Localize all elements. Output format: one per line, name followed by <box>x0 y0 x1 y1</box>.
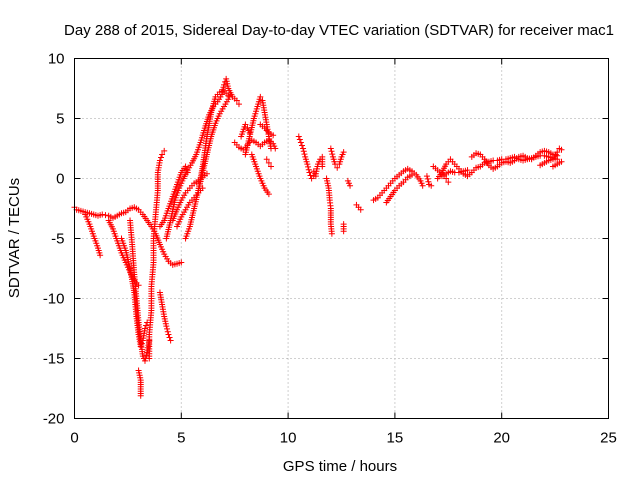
y-tick-label: 10 <box>48 51 65 68</box>
x-tick-label: 10 <box>280 430 297 447</box>
x-tick-label: 0 <box>70 430 78 447</box>
data-point <box>183 166 190 173</box>
data-point <box>419 182 426 189</box>
data-point <box>156 157 163 164</box>
data-point <box>159 151 166 158</box>
data-point <box>305 163 312 170</box>
data-point <box>423 173 430 180</box>
data-point <box>327 145 334 152</box>
x-tick-label: 20 <box>493 430 510 447</box>
data-point <box>312 173 319 180</box>
axis-ticks: 0 5 10 15 20 25 -20 -15 -10 -5 0 5 10 <box>43 51 617 447</box>
data-point <box>141 325 148 332</box>
data-point <box>306 169 313 176</box>
data-point <box>163 323 170 330</box>
data-point <box>554 149 561 156</box>
y-axis-label: SDTVAR / TECUs <box>6 178 23 298</box>
data-point <box>257 93 264 100</box>
y-tick-label: 0 <box>56 171 64 188</box>
data-point <box>340 149 347 156</box>
y-tick-label: -10 <box>43 291 65 308</box>
data-point <box>137 392 144 399</box>
data-point <box>242 121 249 128</box>
x-axis-label: GPS time / hours <box>283 458 397 475</box>
data-point <box>347 182 354 189</box>
data-point <box>158 154 165 161</box>
data-point <box>143 322 150 329</box>
data-point <box>184 169 191 176</box>
data-point <box>298 142 305 149</box>
x-tick-label: 5 <box>177 430 185 447</box>
chart-title: Day 288 of 2015, Sidereal Day-to-day VTE… <box>64 22 614 39</box>
data-point <box>99 211 106 218</box>
data-point <box>301 151 308 158</box>
data-point <box>161 147 168 154</box>
data-point <box>246 129 253 136</box>
data-point <box>300 145 307 152</box>
data-point <box>300 148 307 155</box>
data-point <box>135 282 142 289</box>
data-point <box>328 148 335 155</box>
data-point <box>233 97 240 104</box>
data-point <box>319 163 326 170</box>
data-point <box>265 191 272 198</box>
x-tick-label: 25 <box>600 430 617 447</box>
data-point <box>297 139 304 146</box>
data-point <box>558 146 565 153</box>
data-point <box>268 163 275 170</box>
data-point <box>235 101 242 108</box>
data-point <box>464 167 471 174</box>
data-point <box>164 328 171 335</box>
data-point <box>167 337 174 344</box>
data-point <box>307 172 314 179</box>
data-point <box>102 212 109 219</box>
data-point <box>268 145 275 152</box>
data-point <box>97 252 104 259</box>
y-tick-label: -20 <box>43 411 65 428</box>
data-point <box>445 179 452 186</box>
data-point <box>164 325 171 332</box>
data-point <box>225 92 232 99</box>
data-points <box>71 75 565 399</box>
data-point <box>357 206 364 213</box>
data-point <box>296 136 303 143</box>
data-point <box>334 164 341 171</box>
y-tick-label: -15 <box>43 351 65 368</box>
data-point <box>141 357 148 364</box>
data-point <box>221 81 228 88</box>
data-point <box>425 178 432 185</box>
data-point <box>263 156 270 163</box>
data-point <box>182 163 189 170</box>
data-point <box>328 230 335 237</box>
data-point <box>203 170 210 177</box>
data-point <box>424 175 431 182</box>
data-point <box>329 151 336 158</box>
data-point <box>304 161 311 168</box>
data-point <box>265 159 272 166</box>
data-point <box>428 182 435 189</box>
data-point <box>558 158 565 165</box>
data-point <box>166 334 173 341</box>
data-point <box>408 171 415 178</box>
data-point <box>270 132 277 139</box>
data-point <box>295 133 302 140</box>
data-point <box>165 331 172 338</box>
y-tick-label: -5 <box>51 231 64 248</box>
data-point <box>305 166 312 173</box>
data-point <box>340 228 347 235</box>
y-tick-label: 5 <box>56 111 64 128</box>
data-point <box>178 259 185 266</box>
x-tick-label: 15 <box>387 430 404 447</box>
